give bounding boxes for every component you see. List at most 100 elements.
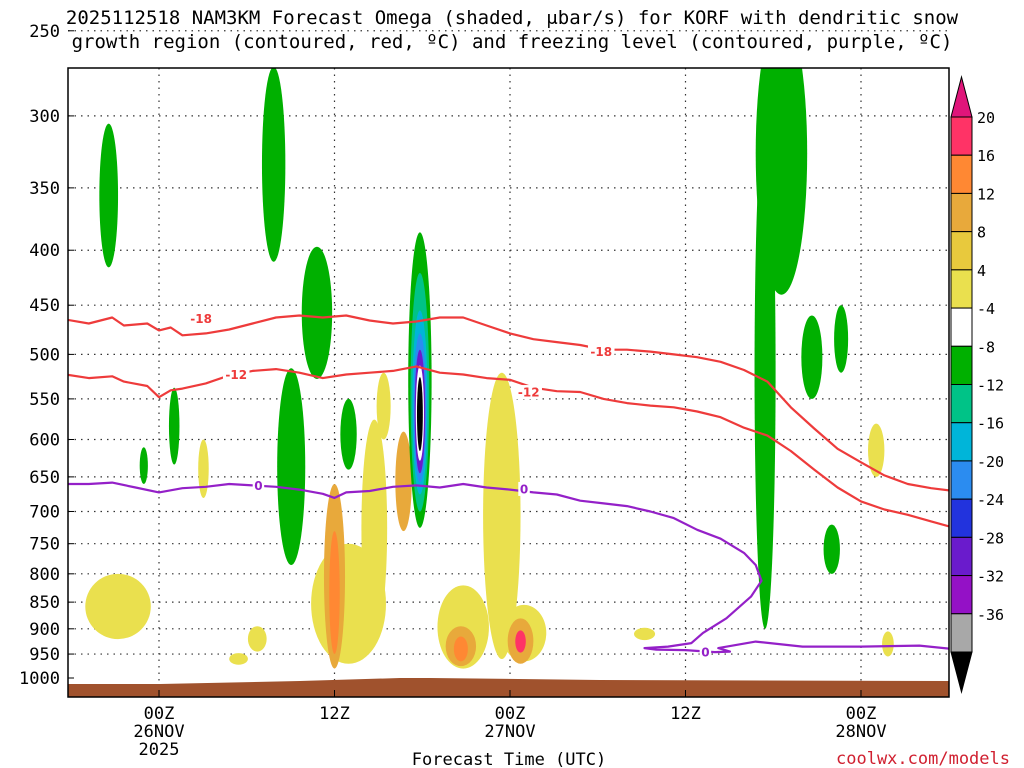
x-tick-label-0: 00Z xyxy=(144,704,175,724)
omega-region-20 xyxy=(198,439,209,498)
colorbar-label-5: 4 xyxy=(977,262,986,280)
colorbar-label-10: -20 xyxy=(977,453,1004,471)
colorbar-swatch-6 xyxy=(950,307,973,347)
colorbar-swatch-3 xyxy=(950,192,973,233)
x-tick-date-4: 28NOV xyxy=(835,722,886,742)
colorbar-label-8: -12 xyxy=(977,377,1004,395)
omega-region-1 xyxy=(99,123,119,268)
colorbar-label-6: -4 xyxy=(977,300,995,318)
omega-region-13 xyxy=(85,573,151,640)
x-tick-year-0: 2025 xyxy=(139,740,180,760)
x-tick-label-4: 00Z xyxy=(846,704,877,724)
omega-region-11 xyxy=(834,305,849,373)
credit-text: coolwx.com/models xyxy=(836,749,1010,768)
x-tick-label-3: 12Z xyxy=(670,704,701,724)
contour-label-3-3: 0 xyxy=(701,646,709,660)
colorbar-swatch-14 xyxy=(950,613,973,653)
contour-line-2 xyxy=(68,365,949,528)
omega-region-39 xyxy=(416,377,423,452)
colorbar-top-arrow xyxy=(950,75,973,118)
y-tick-label-950: 950 xyxy=(29,645,60,665)
x-tick-date-0: 26NOV xyxy=(133,722,184,742)
contour-label-bg-1-1 xyxy=(187,311,215,326)
omega-region-32 xyxy=(515,630,526,653)
colorbar-swatch-13 xyxy=(950,575,973,615)
x-axis-label: Forecast Time (UTC) xyxy=(412,750,606,768)
colorbar-label-9: -16 xyxy=(977,415,1004,433)
y-tick-label-850: 850 xyxy=(29,593,60,613)
omega-region-21 xyxy=(247,626,267,652)
colorbar-swatch-4 xyxy=(950,231,973,271)
colorbar-label-1: 20 xyxy=(977,109,995,127)
chart-title-line-1: 2025112518 NAM3KM Forecast Omega (shaded… xyxy=(66,7,959,29)
omega-region-10 xyxy=(801,315,823,399)
terrain-fill xyxy=(68,678,949,697)
contour-line-1 xyxy=(68,314,949,492)
colorbar-swatch-8 xyxy=(950,384,973,424)
colorbar-label-2: 16 xyxy=(977,147,995,165)
contour-label-2-1: -12 xyxy=(225,368,247,382)
y-tick-label-400: 400 xyxy=(29,241,60,261)
omega-region-27 xyxy=(395,431,412,532)
y-tick-label-750: 750 xyxy=(29,535,60,555)
omega-region-25 xyxy=(882,631,894,657)
colorbar-label-7: -8 xyxy=(977,338,995,356)
omega-region-15 xyxy=(311,543,386,664)
dotted-grid xyxy=(68,30,949,697)
omega-region-24 xyxy=(868,423,885,477)
colorbar-label-4: 8 xyxy=(977,224,986,242)
y-tick-label-350: 350 xyxy=(29,179,60,199)
y-tick-label-450: 450 xyxy=(29,296,60,316)
colorbar-swatch-11 xyxy=(950,498,973,538)
x-tick-date-2: 27NOV xyxy=(484,722,535,742)
omega-region-31 xyxy=(453,636,468,662)
omega-region-2 xyxy=(261,68,286,262)
y-tick-label-250: 250 xyxy=(29,22,60,42)
omega-region-19 xyxy=(376,372,391,440)
y-tick-label-800: 800 xyxy=(29,565,60,585)
omega-shading xyxy=(85,68,894,669)
pressure-axis: 250 300 350 400 450 500 550 600 650 700 750 800 850 9… xyxy=(19,22,74,689)
colorbar-bottom-arrow xyxy=(950,651,973,694)
contour-label-bg-2-2 xyxy=(515,385,542,400)
omega-region-6 xyxy=(139,447,148,485)
contour-label-bg-2-1 xyxy=(222,367,250,382)
y-tick-label-550: 550 xyxy=(29,390,60,410)
y-tick-label-600: 600 xyxy=(29,431,60,451)
contour-label-bg-1-2 xyxy=(588,344,615,359)
contour-label-bg-3-2 xyxy=(518,481,530,496)
y-tick-label-650: 650 xyxy=(29,468,60,488)
isotherm-contours: -18 -18 -12 -12 0 0 0 xyxy=(68,311,949,660)
colorbar-label-11: -24 xyxy=(977,491,1004,509)
colorbar-swatch-1 xyxy=(950,116,973,156)
omega-region-4 xyxy=(277,368,306,565)
contour-label-bg-3-3 xyxy=(699,645,712,660)
omega-region-7 xyxy=(340,398,357,470)
omega-region-12 xyxy=(823,524,840,574)
colorbar: 20 16 12 8 4 -4 -8 -12 -16 -20 -24 -28 -32 -36 xyxy=(950,75,1004,694)
contour-label-3-2: 0 xyxy=(520,482,528,496)
omega-region-30 xyxy=(329,531,340,655)
contour-label-bg-3-1 xyxy=(252,478,265,493)
colorbar-label-13: -32 xyxy=(977,568,1004,586)
omega-region-23 xyxy=(634,627,656,641)
y-tick-label-500: 500 xyxy=(29,345,60,365)
colorbar-label-14: -36 xyxy=(977,606,1004,624)
x-tick-label-2: 00Z xyxy=(495,704,526,724)
omega-region-3 xyxy=(301,246,333,379)
y-tick-label-1000: 1000 xyxy=(19,669,60,689)
chart-title-line-2: growth region (contoured, red, ºC) and f… xyxy=(72,31,953,53)
colorbar-swatch-12 xyxy=(950,536,973,577)
contour-line-3 xyxy=(68,481,949,654)
contour-label-1-2: -18 xyxy=(590,345,612,359)
contour-label-1-1: -18 xyxy=(190,312,212,326)
y-tick-label-900: 900 xyxy=(29,620,60,640)
colorbar-swatch-9 xyxy=(950,422,973,462)
omega-region-9 xyxy=(755,68,808,295)
colorbar-label-12: -28 xyxy=(977,529,1004,547)
contour-label-2-2: -12 xyxy=(518,386,540,400)
colorbar-swatch-2 xyxy=(950,154,973,194)
y-tick-label-700: 700 xyxy=(29,502,60,522)
